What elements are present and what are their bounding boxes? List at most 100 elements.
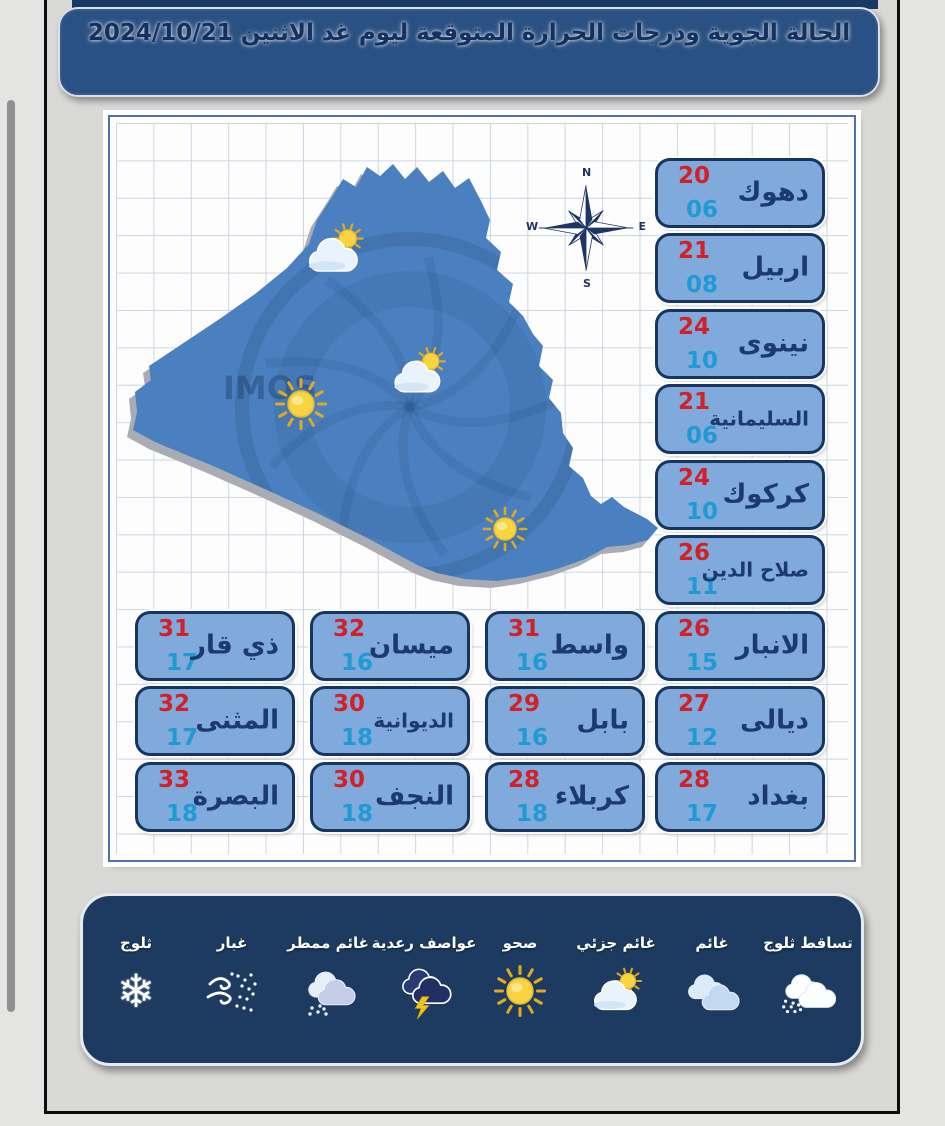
title-strip — [72, 0, 878, 9]
temp-min: 06 — [686, 422, 719, 449]
city-card: 33 18 البصرة — [135, 762, 295, 832]
temp-min: 18 — [341, 724, 374, 751]
city-card: 26 15 الانبار — [655, 611, 825, 681]
city-name: الانبار — [735, 630, 809, 661]
city-name: النجف — [375, 781, 454, 812]
temp-min: 18 — [516, 800, 549, 827]
legend-panel: تساقط ثلوج غائم غائم جزئي صحو عواصف رعدي… — [80, 893, 864, 1066]
city-name: المثنى — [195, 705, 279, 736]
temp-min: 17 — [166, 649, 199, 676]
city-name: كربلاء — [554, 781, 629, 812]
city-card: 31 16 واسط — [485, 611, 645, 681]
legend-item-snowfall: تساقط ثلوج — [763, 934, 853, 1024]
temp-max: 24 — [678, 314, 711, 340]
city-card: 28 18 كربلاء — [485, 762, 645, 832]
city-name: السليمانية — [709, 406, 809, 431]
temp-min: 15 — [686, 649, 719, 676]
compass-south-label: S — [583, 277, 591, 290]
temp-min: 16 — [341, 649, 374, 676]
temp-min: 17 — [686, 800, 719, 827]
legend-label: صحو — [502, 934, 538, 952]
city-card: 21 06 السليمانية — [655, 384, 825, 454]
temp-max: 32 — [158, 691, 191, 717]
partly-cloudy-icon — [308, 223, 364, 272]
temp-min: 18 — [341, 800, 374, 827]
legend-item-clear: صحو — [477, 934, 563, 1024]
city-card: 29 16 بابل — [485, 686, 645, 756]
clear-icon — [493, 964, 547, 1018]
temp-max: 20 — [678, 163, 711, 189]
city-card: 24 10 نينوى — [655, 309, 825, 379]
legend-label: ثلوج — [120, 934, 152, 952]
city-card: 26 11 صلاح الدين — [655, 535, 825, 605]
legend-item-cloudy: غائم — [669, 934, 755, 1024]
city-name: بغداد — [747, 781, 809, 812]
legend-label: عواصف رعدية — [371, 934, 477, 952]
city-name: نينوى — [737, 328, 809, 359]
temp-min: 12 — [686, 724, 719, 751]
scrollbar[interactable] — [7, 100, 15, 1012]
temp-max: 28 — [508, 767, 541, 793]
city-card: 28 17 بغداد — [655, 762, 825, 832]
temp-min: 16 — [516, 649, 549, 676]
city-name: ميسان — [368, 630, 454, 661]
temp-max: 26 — [678, 616, 711, 642]
legend-label: غائم ممطر — [287, 934, 369, 952]
city-name: واسط — [550, 630, 629, 661]
map-weather-clear — [273, 376, 329, 436]
city-name: ذي قار — [191, 630, 279, 661]
temp-max: 21 — [678, 238, 711, 264]
city-name: الديوانية — [373, 708, 454, 733]
city-card: 31 17 ذي قار — [135, 611, 295, 681]
temp-max: 28 — [678, 767, 711, 793]
city-name: بابل — [576, 705, 630, 736]
city-card: 24 10 كركوك — [655, 460, 825, 530]
legend-item-rainy: غائم ممطر — [285, 934, 371, 1024]
title-panel: الحالة الجوية ودرجات الحرارة المتوقعة لي… — [58, 7, 880, 97]
map-weather-clear — [481, 505, 529, 557]
legend-label: غبار — [216, 934, 248, 952]
legend-item-partly-cloudy: غائم جزئي — [573, 934, 659, 1024]
city-card: 30 18 الديوانية — [310, 686, 470, 756]
temp-max: 26 — [678, 540, 711, 566]
city-card: 30 18 النجف — [310, 762, 470, 832]
temp-min: 06 — [686, 196, 719, 223]
temp-max: 24 — [678, 465, 711, 491]
temp-max: 31 — [158, 616, 191, 642]
map-weather-partly-cloudy — [388, 342, 448, 406]
legend-item-snow: ثلوج ❄ — [93, 934, 179, 1024]
temp-max: 32 — [333, 616, 366, 642]
temp-max: 27 — [678, 691, 711, 717]
compass-east-label: E — [638, 220, 646, 233]
city-card: 32 17 المثنى — [135, 686, 295, 756]
temp-min: 10 — [686, 498, 719, 525]
legend-item-thunderstorm: عواصف رعدية — [372, 934, 476, 1024]
city-name: البصرة — [192, 781, 279, 812]
partly-cloudy-icon — [594, 967, 642, 1011]
partly-cloudy-icon — [394, 346, 446, 393]
temp-min: 17 — [166, 724, 199, 751]
city-card: 20 06 دهوك — [655, 158, 825, 228]
city-name: صلاح الدين — [701, 557, 809, 582]
city-name: اربيل — [741, 252, 809, 283]
thunderstorm-icon — [402, 968, 452, 1020]
temp-min: 10 — [686, 347, 719, 374]
clear-icon — [482, 506, 528, 552]
city-card: 21 08 اربيل — [655, 233, 825, 303]
legend-label: غائم جزئي — [576, 934, 656, 952]
map-weather-partly-cloudy — [302, 218, 366, 286]
temp-max: 33 — [158, 767, 191, 793]
temp-min: 18 — [166, 800, 199, 827]
cloudy-icon — [688, 974, 740, 1011]
clear-icon — [274, 377, 328, 431]
city-card: 27 12 ديالى — [655, 686, 825, 756]
temp-max: 29 — [508, 691, 541, 717]
legend-label: غائم — [695, 934, 729, 952]
compass-north-label: N — [582, 166, 592, 179]
city-name: ديالى — [740, 705, 809, 736]
compass-rose: N E S W — [526, 166, 646, 290]
snowfall-icon — [782, 974, 836, 1014]
temp-min: 11 — [686, 573, 719, 600]
snowflake-icon: ❄ — [116, 964, 156, 1018]
